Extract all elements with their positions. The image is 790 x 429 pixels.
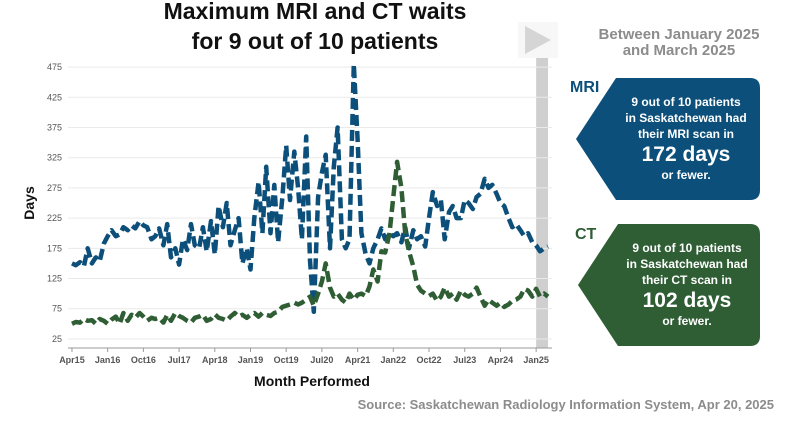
mri-value: 172 days bbox=[641, 143, 731, 166]
ct-callout-text: 9 out of 10 patients in Saskatchewan had… bbox=[618, 240, 756, 329]
y-tick-label: 25 bbox=[52, 334, 62, 344]
mri-callout-text: 9 out of 10 patients in Saskatchewan had… bbox=[616, 94, 756, 183]
y-tick-label: 475 bbox=[47, 62, 62, 72]
mri-label: MRI bbox=[570, 79, 600, 96]
x-tick-label: Jan22 bbox=[381, 355, 407, 365]
axis-layer: 25 75 125 175 225 275 325 375 425 475 Apr15 Jan16 Oc… bbox=[47, 62, 552, 365]
x-tick-label: Apr21 bbox=[345, 355, 371, 365]
y-axis-label: Days bbox=[21, 186, 37, 220]
x-tick-label: Jul17 bbox=[168, 355, 191, 365]
ct-line3: their CT scan in bbox=[641, 273, 733, 287]
series-layer bbox=[71, 61, 550, 327]
mri-callout-shape bbox=[576, 78, 760, 200]
y-tick-label: 275 bbox=[47, 183, 62, 193]
x-tick-label: Jul23 bbox=[453, 355, 476, 365]
y-tick-label: 325 bbox=[47, 153, 62, 163]
x-axis-label: Month Performed bbox=[254, 373, 370, 389]
mri-suffix: or fewer. bbox=[661, 168, 711, 182]
x-tick-label: Oct22 bbox=[417, 355, 442, 365]
source-note: Source: Saskatchewan Radiology Informati… bbox=[357, 397, 774, 412]
highlight-layer bbox=[536, 58, 549, 348]
mri-callout: 9 out of 10 patients in Saskatchewan had… bbox=[576, 78, 760, 200]
x-tick-label: Apr24 bbox=[488, 355, 514, 365]
mri-series-line bbox=[71, 61, 549, 315]
chart-title-line1: Maximum MRI and CT waits bbox=[163, 0, 467, 24]
x-tick-label: Jan16 bbox=[95, 355, 121, 365]
ct-line2: in Saskatchewan had bbox=[626, 257, 748, 271]
ct-value: 102 days bbox=[642, 289, 732, 312]
y-tick-label: 425 bbox=[47, 92, 62, 102]
y-tick-label: 75 bbox=[52, 304, 62, 314]
x-tick-label: Jan19 bbox=[238, 355, 264, 365]
period-label: Between January 2025 and March 2025 bbox=[568, 27, 790, 59]
ct-callout: 9 out of 10 patients in Saskatchewan had… bbox=[578, 224, 760, 346]
line-chart: 25 75 125 175 225 275 325 375 425 475 Apr15 Jan16 Oc… bbox=[21, 58, 552, 389]
period-selector: Between January 2025 and March 2025 bbox=[518, 22, 790, 62]
x-tick-label: Jul20 bbox=[310, 355, 333, 365]
play-button[interactable] bbox=[518, 22, 558, 58]
highlight-band bbox=[536, 58, 549, 348]
mri-line1: 9 out of 10 patients bbox=[631, 95, 741, 109]
y-tick-label: 375 bbox=[47, 122, 62, 132]
x-tick-label: Apr18 bbox=[202, 355, 228, 365]
ct-line1: 9 out of 10 patients bbox=[632, 241, 742, 255]
ct-suffix: or fewer. bbox=[662, 314, 712, 328]
chart-title-line2: for 9 out of 10 patients bbox=[191, 28, 439, 54]
y-tick-label: 225 bbox=[47, 213, 62, 223]
play-icon bbox=[525, 26, 551, 54]
x-tick-label: Oct16 bbox=[131, 355, 156, 365]
x-tick-label: Oct19 bbox=[274, 355, 299, 365]
y-tick-label: 175 bbox=[47, 243, 62, 253]
x-tick-label: Jan25 bbox=[523, 355, 549, 365]
y-tick-label: 125 bbox=[47, 274, 62, 284]
chart-title: Maximum MRI and CT waits for 9 out of 10… bbox=[100, 0, 530, 56]
mri-line3: their MRI scan in bbox=[637, 127, 735, 141]
x-tick-label: Apr15 bbox=[59, 355, 85, 365]
period-line2: and March 2025 bbox=[622, 42, 736, 59]
ct-label: CT bbox=[575, 226, 597, 243]
ct-callout-shape bbox=[578, 224, 760, 346]
mri-line2: in Saskatchewan had bbox=[625, 111, 747, 125]
period-line1: Between January 2025 bbox=[598, 26, 760, 43]
ct-series-line bbox=[71, 159, 550, 327]
